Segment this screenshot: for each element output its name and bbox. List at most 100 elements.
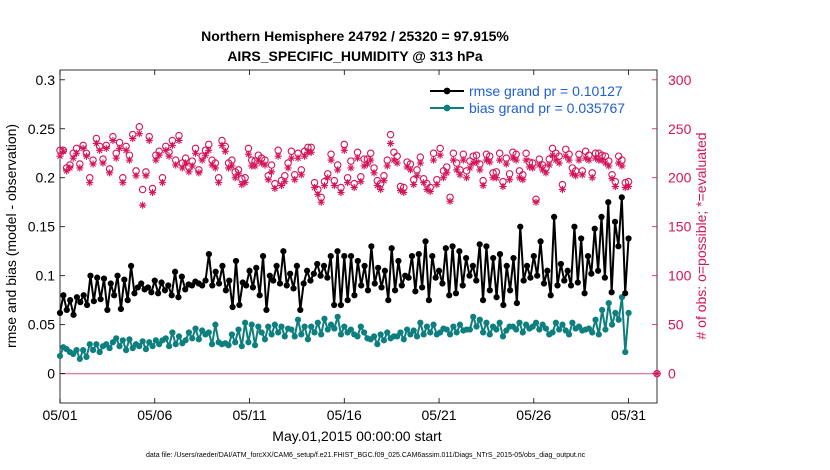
rmse-point xyxy=(456,248,463,255)
bias-point xyxy=(357,323,364,330)
rmse-point xyxy=(601,274,608,281)
rmse-point xyxy=(493,294,500,301)
rmse-point xyxy=(175,294,182,301)
bias-point xyxy=(354,333,361,340)
y-left-tick-label: 0.25 xyxy=(28,121,55,137)
x-tick-label: 05/26 xyxy=(516,407,551,423)
rmse-point xyxy=(297,306,304,314)
obs-evaluated-marker xyxy=(459,156,467,164)
bias-point xyxy=(271,321,278,328)
bias-point xyxy=(625,309,632,316)
bias-point xyxy=(595,331,602,338)
rmse-point xyxy=(442,245,449,252)
y-left-tick-label: 0.1 xyxy=(36,268,56,284)
bias-point xyxy=(605,300,612,307)
obs-evaluated-marker xyxy=(453,166,461,174)
rmse-point xyxy=(273,262,280,269)
bias-point xyxy=(205,329,212,336)
rmse-point xyxy=(581,290,588,297)
rmse-point xyxy=(215,280,223,287)
obs-evaluated-marker xyxy=(178,164,186,172)
bias-point xyxy=(175,333,183,340)
obs-evaluated-marker xyxy=(281,178,289,186)
rmse-point xyxy=(476,241,483,248)
obs-evaluated-marker xyxy=(512,156,520,164)
bias-point xyxy=(93,341,100,348)
rmse-point xyxy=(334,248,341,255)
obs-evaluated-marker xyxy=(472,158,481,166)
obs-evaluated-marker xyxy=(79,144,87,152)
rmse-point xyxy=(561,277,568,284)
bias-point xyxy=(172,341,179,348)
rmse-point xyxy=(205,251,213,258)
rmse-point xyxy=(591,225,598,232)
rmse-point xyxy=(422,238,429,245)
rmse-point xyxy=(114,272,121,279)
obs-evaluated-marker xyxy=(334,166,342,174)
obs-evaluated-marker xyxy=(132,172,140,180)
obs-possible-marker xyxy=(287,147,296,156)
obs-evaluated-marker xyxy=(496,156,504,164)
y-right-tick-label: 150 xyxy=(668,219,692,235)
obs-evaluated-marker xyxy=(466,164,474,172)
obs-evaluated-marker xyxy=(119,179,127,187)
obs-evaluated-marker xyxy=(205,146,213,154)
bias-point xyxy=(258,329,265,336)
bias-point xyxy=(278,323,285,330)
bias-point xyxy=(275,329,282,336)
rmse-point xyxy=(168,292,175,299)
rmse-point xyxy=(107,280,114,287)
rmse-point xyxy=(615,243,622,250)
obs-evaluated-marker xyxy=(605,162,613,170)
obs-evaluated-marker xyxy=(443,169,451,177)
obs-evaluated-marker xyxy=(522,156,530,164)
x-axis-ticks: 05/01 05/06 05/11 05/16 05/21 05/26 05/31 xyxy=(42,70,646,423)
obs-evaluated-marker xyxy=(142,172,150,180)
obs-evaluated-marker xyxy=(185,168,193,176)
bias-point xyxy=(612,309,619,316)
rmse-point xyxy=(540,280,548,287)
obs-evaluated-marker xyxy=(66,164,74,172)
y-axis-right-label: # of obs: o=possible; *=evaluated xyxy=(693,132,709,339)
rmse-point xyxy=(537,238,544,245)
rmse-point xyxy=(97,296,104,303)
bias-point xyxy=(228,331,235,338)
rmse-point xyxy=(280,248,287,255)
rmse-point xyxy=(320,262,328,269)
bias-point xyxy=(331,325,338,332)
obs-evaluated-marker xyxy=(234,170,243,178)
obs-possible-marker xyxy=(138,185,147,194)
obs-evaluated-marker xyxy=(456,171,464,179)
rmse-point xyxy=(449,243,456,250)
rmse-point xyxy=(527,274,534,281)
obs-evaluated-marker xyxy=(525,163,534,171)
obs-evaluated-marker xyxy=(505,176,514,184)
bias-point xyxy=(397,329,404,336)
bias-point xyxy=(142,346,150,353)
obs-possible-marker xyxy=(495,149,504,158)
bias-point xyxy=(549,329,556,336)
obs-evaluated-marker xyxy=(386,139,395,148)
rmse-point xyxy=(463,254,470,262)
obs-possible-marker xyxy=(429,149,438,158)
rmse-point xyxy=(246,267,253,274)
bias-point xyxy=(232,339,239,346)
rmse-point xyxy=(412,288,419,295)
obs-evaluated-marker xyxy=(89,160,97,168)
obs-possible-marker xyxy=(393,152,401,160)
bias-point xyxy=(225,342,232,349)
rmse-point xyxy=(80,292,87,299)
rmse-point xyxy=(263,306,270,314)
bias-point xyxy=(552,319,559,326)
obs-evaluated-marker xyxy=(410,180,418,189)
obs-evaluated-marker xyxy=(271,184,279,193)
bias-point xyxy=(473,323,480,330)
rmse-point xyxy=(354,257,361,265)
bias-point xyxy=(123,347,130,354)
bias-point xyxy=(483,319,490,326)
bias-point xyxy=(126,336,133,343)
rmse-point xyxy=(588,270,595,277)
obs-evaluated-marker xyxy=(241,179,249,187)
obs-evaluated-marker xyxy=(129,134,137,143)
